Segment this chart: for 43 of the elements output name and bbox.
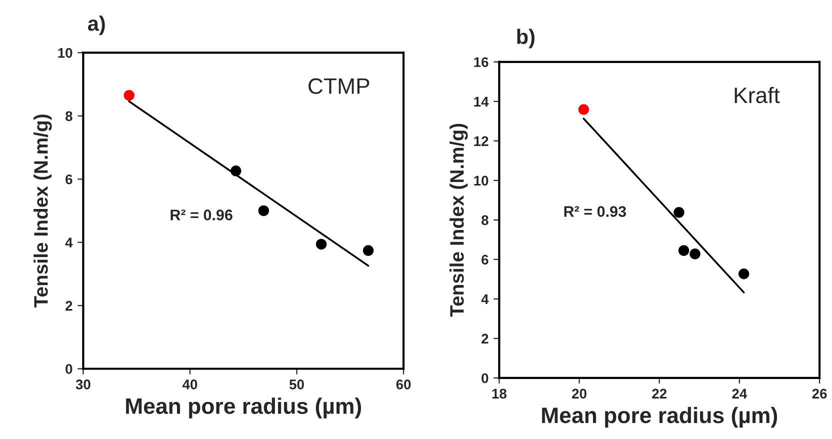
y-tick-label: 8 [482,215,488,226]
annotation: Kraft [734,86,780,104]
y-tick-label: 6 [66,174,72,184]
point [678,245,690,256]
y-axis-title: Tensile Index (N.m/g) [34,114,52,308]
point [316,238,327,250]
point [124,90,134,101]
annotation: R² = 0.96 [170,210,232,220]
y-tick-label: 4 [65,238,73,248]
y-tick-label: 6 [482,254,488,265]
chart-title: a) [88,16,105,36]
x-tick-label: 30 [76,380,90,390]
point [258,205,270,216]
point [362,245,374,256]
x-axis-title: Mean pore radius (µm) [126,398,362,418]
annotation: CTMP [308,78,370,94]
y-tick-label: 16 [474,57,488,68]
x-tick-label: 24 [732,388,748,398]
y-tick-label: 12 [474,136,488,146]
point [674,207,684,218]
y-tick-label: 2 [66,300,72,311]
y-tick-label: 10 [474,176,488,186]
point [690,248,700,260]
y-tick-label: 4 [481,294,489,304]
x-tick-label: 26 [812,388,827,399]
x-tick-label: 40 [182,380,198,390]
point [578,104,590,115]
y-tick-label: 8 [66,111,72,122]
x-tick-label: 18 [492,388,506,399]
y-tick-label: 2 [482,334,488,344]
y-tick-label: 0 [66,364,72,374]
y-axis-title: Tensile Index (N.m/g) [450,124,468,317]
chart-title: b) [517,28,534,48]
x-tick-label: 22 [652,388,667,398]
x-tick-label: 20 [572,388,586,399]
y-tick-label: 0 [482,373,488,384]
y-tick-label: 10 [58,48,72,58]
x-tick-label: 50 [289,380,304,390]
x-tick-label: 60 [396,380,411,390]
annotation: R² = 0.93 [564,206,626,217]
point [738,268,750,280]
x-axis-title: Mean pore radius (µm) [542,406,778,428]
y-tick-label: 14 [474,96,489,106]
